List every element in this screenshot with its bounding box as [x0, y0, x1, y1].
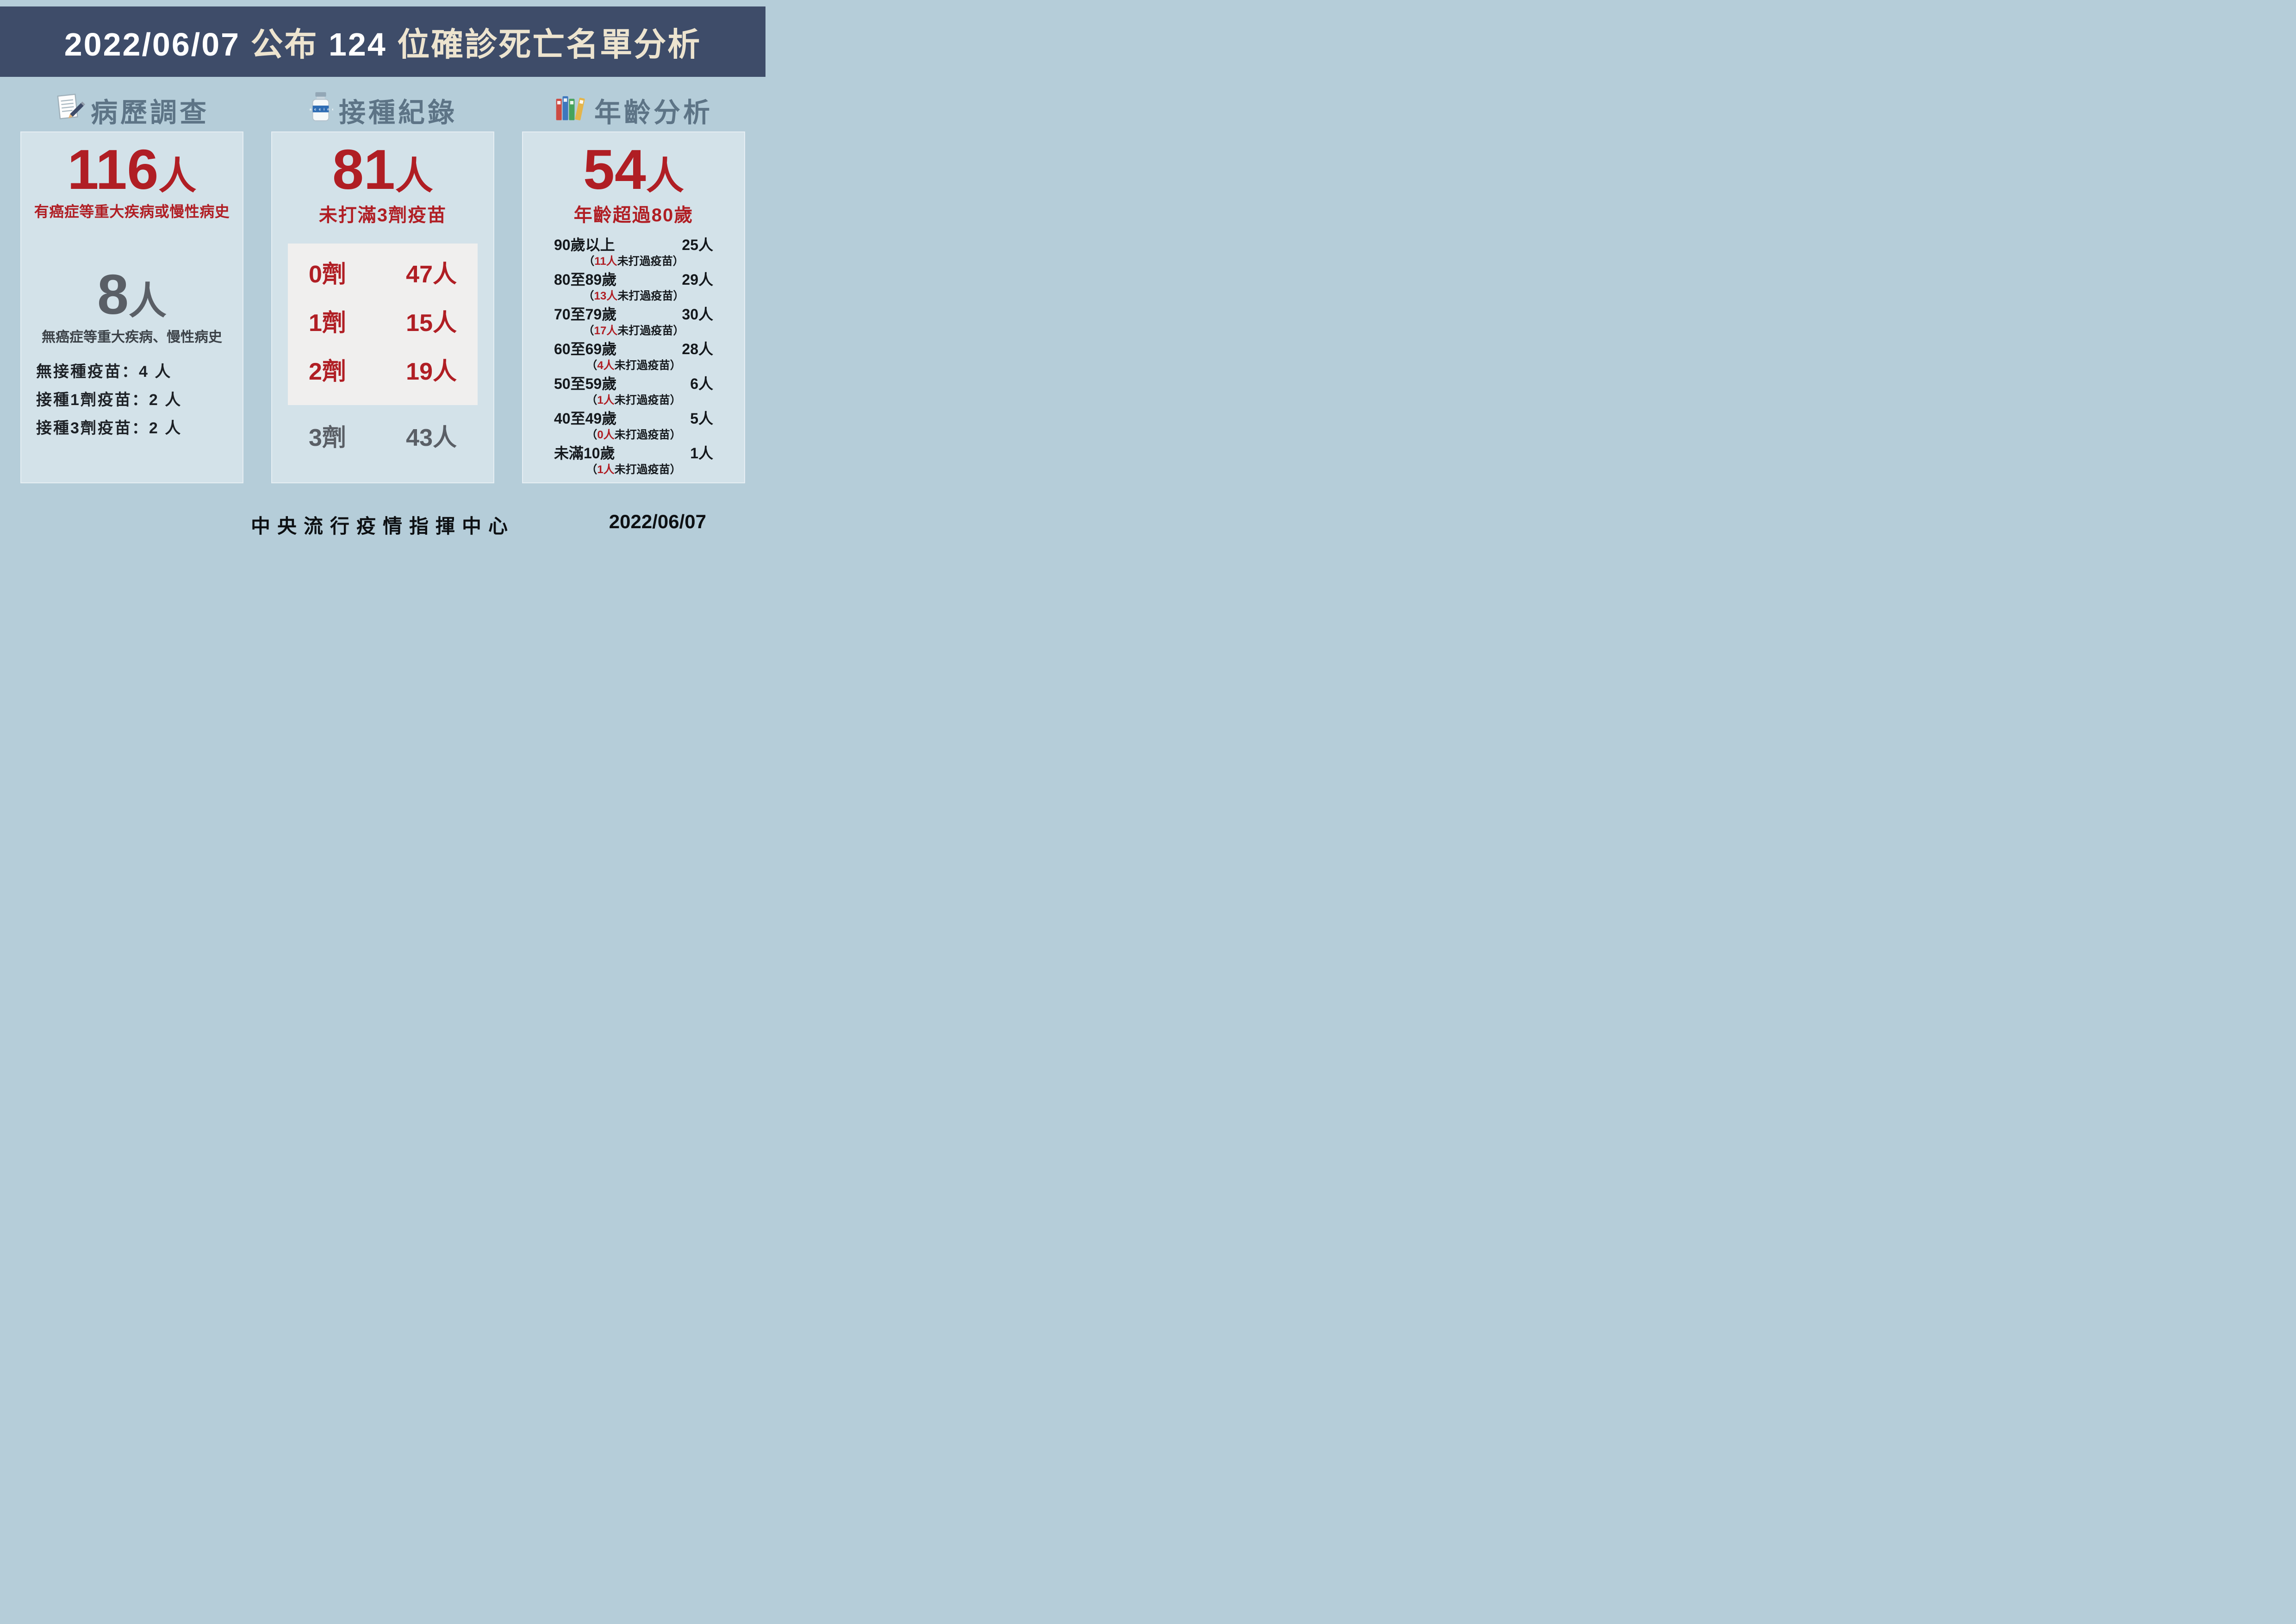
section-vaccination-record: Vaccine 接種紀錄 81人 未打滿3劑疫苗 0劑 47人 1劑 15人 [271, 89, 494, 483]
age-analysis-heading: 年齡分析 [522, 89, 745, 131]
medical-history-title: 病歷調查 [90, 98, 209, 128]
age-range: 未滿10歲 [554, 445, 615, 462]
dose-label: 2劑 [309, 358, 346, 386]
age-range: 50至59歲 [554, 375, 617, 393]
dose-value: 43人 [406, 425, 457, 452]
dose-row-0: 0劑 47人 [288, 255, 478, 289]
medical-detail-lines: 無接種疫苗：4 人 接種1劑疫苗：2 人 接種3劑疫苗：2 人 [36, 358, 233, 443]
medical-detail-line: 無接種疫苗：4 人 [36, 362, 172, 381]
age-stat-desc: 年齡超過80歲 [573, 205, 694, 226]
section-medical-history: 病歷調查 116人 有癌症等重大疾病或慢性病史 8人 無癌症等重大疾病、慢性病史… [20, 89, 243, 483]
vaccination-stat-value: 81 [332, 138, 395, 201]
medical-stat1-unit: 人 [158, 155, 197, 197]
medical-stat2: 8人 [31, 266, 233, 323]
dose-highlight-box: 0劑 47人 1劑 15人 2劑 19人 [288, 244, 478, 406]
age-note: （1人未打過疫苗） [586, 463, 681, 476]
age-count: 5人 [690, 410, 713, 427]
footer-date: 2022/06/07 [609, 511, 706, 532]
medical-detail-line: 接種3劑疫苗：2 人 [36, 419, 182, 437]
dose-row-1: 1劑 15人 [288, 303, 478, 338]
age-stat: 54人 [532, 141, 735, 198]
document-pencil-icon [55, 92, 85, 129]
age-note: （0人未打過疫苗） [586, 428, 681, 441]
dose-label: 3劑 [309, 425, 346, 452]
vaccine-vial-label: Vaccine [308, 107, 333, 112]
age-note-unvaccinated-count: 0人 [597, 428, 615, 441]
title-count: 124 [329, 26, 387, 62]
age-row-40-49: 40至49歲 5人 （0人未打過疫苗） [532, 410, 735, 441]
medical-history-heading: 病歷調查 [20, 89, 243, 131]
age-note-unvaccinated-count: 1人 [597, 394, 615, 406]
vaccination-record-heading: Vaccine 接種紀錄 [271, 89, 494, 131]
age-note-unvaccinated-count: 1人 [597, 463, 615, 476]
age-row-50-59: 50至59歲 6人 （1人未打過疫苗） [532, 375, 735, 406]
age-count: 29人 [682, 271, 713, 288]
age-count: 6人 [690, 375, 713, 393]
age-range: 70至79歲 [554, 306, 617, 323]
age-stat-value: 54 [583, 138, 646, 201]
age-note-unvaccinated-count: 11人 [594, 255, 617, 268]
vaccination-stat-desc: 未打滿3劑疫苗 [318, 205, 447, 226]
page-title: 2022/06/07 公布 124 位確診死亡名單分析 [64, 19, 702, 65]
dose-label: 1劑 [309, 310, 346, 337]
age-stat-unit: 人 [646, 155, 684, 197]
age-note: （11人未打過疫苗） [583, 255, 684, 268]
footer: 中央流行疫情指揮中心 2022/06/07 [0, 511, 765, 537]
age-note: （4人未打過疫苗） [586, 359, 681, 372]
age-count: 28人 [682, 341, 713, 358]
vaccination-record-title: 接種紀錄 [338, 98, 457, 128]
age-range: 80至89歲 [554, 271, 617, 288]
age-note: （13人未打過疫苗） [583, 289, 684, 302]
age-rows: 90歲以上 25人 （11人未打過疫苗） 80至89歲 29人 （13人未打過疫… [532, 236, 735, 476]
age-analysis-title: 年齡分析 [594, 98, 713, 128]
age-count: 30人 [682, 306, 713, 323]
title-announce: 公布 [240, 26, 329, 62]
medical-stat1: 116人 [31, 141, 233, 198]
age-range: 60至69歲 [554, 341, 617, 358]
dose-row-3: 3劑 43人 [281, 418, 484, 453]
dose-value: 15人 [406, 310, 457, 337]
vaccination-stat: 81人 [281, 141, 484, 198]
age-range: 40至49歲 [554, 410, 617, 427]
footer-organization: 中央流行疫情指揮中心 [250, 515, 515, 537]
section-age-analysis: 年齡分析 54人 年齡超過80歲 90歲以上 25人 （11人未打過疫苗） [522, 89, 745, 483]
medical-stat1-value: 116 [67, 138, 159, 201]
medical-stat2-desc: 無癌症等重大疾病、慢性病史 [42, 329, 222, 345]
dose-value: 19人 [406, 358, 457, 386]
age-count: 1人 [690, 445, 713, 462]
age-note-unvaccinated-count: 4人 [597, 359, 615, 372]
age-row-80-89: 80至89歲 29人 （13人未打過疫苗） [532, 271, 735, 302]
title-suffix: 位確診死亡名單分析 [386, 26, 702, 62]
title-date: 2022/06/07 [64, 26, 241, 62]
age-analysis-card: 54人 年齡超過80歲 90歲以上 25人 （11人未打過疫苗） 80至89歲 [522, 131, 745, 483]
age-row-under10: 未滿10歲 1人 （1人未打過疫苗） [532, 444, 735, 476]
vaccination-record-card: 81人 未打滿3劑疫苗 0劑 47人 1劑 15人 2劑 19人 3劑 [271, 131, 494, 483]
dose-label: 0劑 [309, 261, 346, 288]
age-row-60-69: 60至69歲 28人 （4人未打過疫苗） [532, 340, 735, 372]
age-row-70-79: 70至79歲 30人 （17人未打過疫苗） [532, 306, 735, 337]
age-row-90plus: 90歲以上 25人 （11人未打過疫苗） [532, 236, 735, 268]
header-banner: 2022/06/07 公布 124 位確診死亡名單分析 [0, 6, 765, 77]
age-note: （17人未打過疫苗） [583, 324, 684, 337]
medical-stat2-unit: 人 [128, 280, 167, 323]
medical-stat1-desc: 有癌症等重大疾病或慢性病史 [34, 203, 230, 220]
age-note: （1人未打過疫苗） [586, 394, 681, 406]
dose-value: 47人 [406, 261, 457, 288]
content-columns: 病歷調查 116人 有癌症等重大疾病或慢性病史 8人 無癌症等重大疾病、慢性病史… [0, 89, 765, 483]
age-note-unvaccinated-count: 17人 [594, 324, 618, 337]
medical-stat2-value: 8 [97, 263, 129, 326]
medical-detail-line: 接種1劑疫苗：2 人 [36, 391, 182, 409]
age-count: 25人 [682, 237, 713, 254]
vaccine-vial-icon: Vaccine [305, 91, 334, 129]
dose-row-2: 2劑 19人 [288, 352, 478, 387]
age-range: 90歲以上 [554, 237, 615, 254]
infographic-page: { "colors": { "page_bg": "#b5cdd9", "hea… [0, 6, 765, 548]
medical-history-card: 116人 有癌症等重大疾病或慢性病史 8人 無癌症等重大疾病、慢性病史 無接種疫… [20, 131, 243, 483]
vaccination-stat-unit: 人 [395, 155, 433, 197]
books-icon [554, 92, 589, 129]
age-note-unvaccinated-count: 13人 [594, 289, 618, 302]
